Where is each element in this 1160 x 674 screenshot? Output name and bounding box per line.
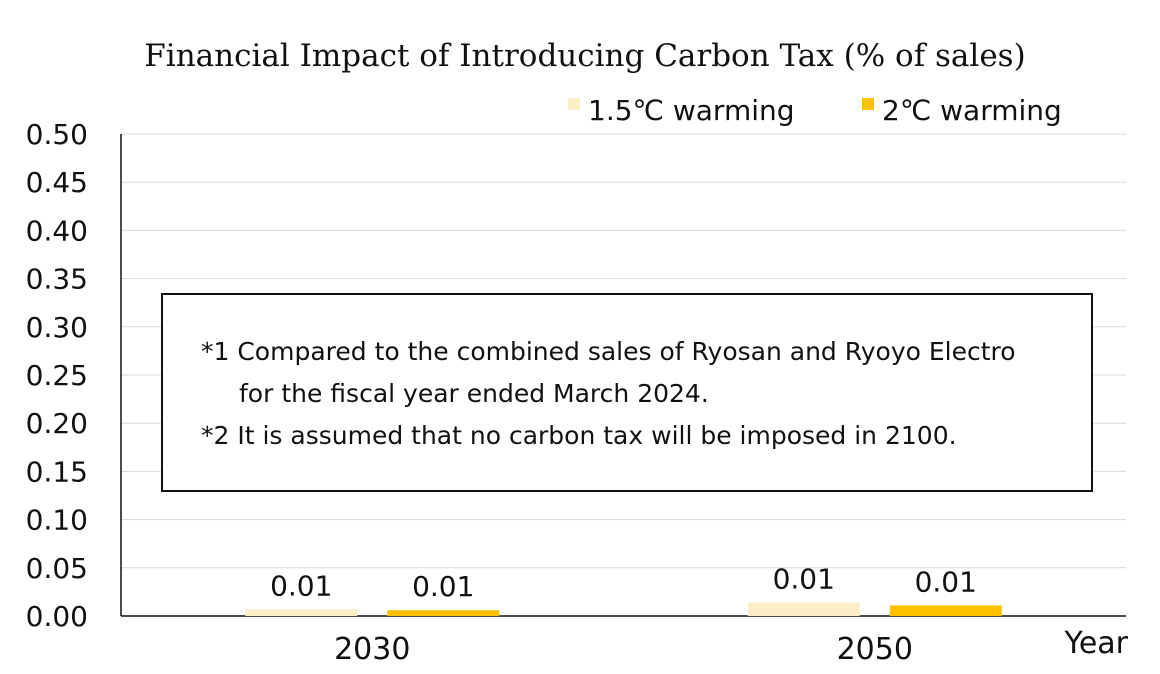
y-tick-label: 0.30 xyxy=(26,311,88,344)
legend-label: 1.5℃ warming xyxy=(588,94,795,127)
data-labels: 0.01 0.01 0.01 0.01 xyxy=(270,563,977,604)
x-axis-categories: 2030 2050 xyxy=(334,632,913,667)
data-label: 0.01 xyxy=(773,563,835,596)
y-tick-label: 0.00 xyxy=(26,600,88,633)
footnote-2: *2 It is assumed that no carbon tax will… xyxy=(201,421,957,450)
y-axis-ticks: 0.00 0.05 0.10 0.15 0.20 0.25 0.30 0.35 0.40 0.45… xyxy=(26,118,88,633)
bar-2030-series-0 xyxy=(245,609,358,616)
legend-swatch xyxy=(862,98,874,110)
y-tick-label: 0.15 xyxy=(26,455,88,488)
footnote-1-continued: for the fiscal year ended March 2024. xyxy=(239,379,709,408)
y-tick-label: 0.05 xyxy=(26,552,88,585)
data-label: 0.01 xyxy=(270,569,332,602)
y-tick-label: 0.35 xyxy=(26,263,88,296)
y-tick-label: 0.20 xyxy=(26,407,88,440)
data-label: 0.01 xyxy=(915,565,977,598)
bar-2030-series-1 xyxy=(387,610,500,616)
chart-title: Financial Impact of Introducing Carbon T… xyxy=(144,38,1025,74)
x-tick-label: 2030 xyxy=(334,632,410,667)
y-tick-label: 0.45 xyxy=(26,166,88,199)
bar-2050-series-1 xyxy=(889,605,1002,616)
x-tick-label: 2050 xyxy=(837,632,913,667)
y-tick-label: 0.10 xyxy=(26,504,88,537)
y-tick-label: 0.25 xyxy=(26,359,88,392)
footnote-box: *1 Compared to the combined sales of Ryo… xyxy=(161,293,1093,492)
footnote-1: *1 Compared to the combined sales of Ryo… xyxy=(201,337,1016,366)
bar-2050-series-0 xyxy=(747,602,860,616)
y-tick-label: 0.50 xyxy=(26,118,88,151)
legend-swatch xyxy=(568,98,580,110)
bars xyxy=(245,602,1002,616)
legend-label: 2℃ warming xyxy=(882,94,1062,127)
legend: 1.5℃ warming 2℃ warming xyxy=(568,94,1062,127)
x-axis-label: Year xyxy=(1063,626,1128,661)
y-tick-label: 0.40 xyxy=(26,214,88,247)
data-label: 0.01 xyxy=(412,570,474,603)
